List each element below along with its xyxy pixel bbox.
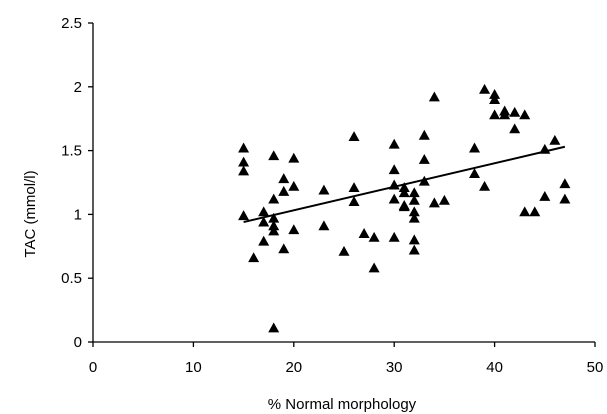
data-point-triangle [268, 193, 280, 204]
data-point-triangle [278, 173, 290, 184]
data-point-triangle [258, 216, 270, 227]
data-point-triangle [489, 109, 501, 120]
x-tick-label: 0 [89, 359, 97, 376]
data-point-triangle [509, 123, 521, 134]
x-tick-label: 30 [386, 359, 403, 376]
y-tick-label: 1 [74, 206, 82, 223]
data-point-triangle [238, 142, 250, 153]
data-point-triangle [418, 154, 430, 164]
data-point-triangle [418, 129, 430, 140]
data-point-triangle [479, 83, 491, 94]
data-point-triangle [559, 178, 571, 189]
data-point-triangle [288, 152, 300, 163]
data-point-triangle [519, 206, 531, 217]
data-point-triangle [288, 224, 300, 235]
data-point-triangle [348, 182, 360, 193]
y-tick-label: 2.5 [61, 15, 82, 32]
data-point-triangle [388, 138, 400, 149]
data-point-triangle [408, 194, 420, 205]
data-point-triangle [438, 194, 450, 205]
data-point-triangle [529, 206, 541, 217]
data-point-triangle [368, 262, 380, 273]
data-point-triangle [489, 94, 501, 104]
data-point-triangle [388, 164, 400, 175]
data-point-triangle [428, 91, 440, 102]
data-point-triangle [539, 191, 551, 201]
data-point-triangle [268, 322, 280, 333]
data-point-triangle [398, 182, 410, 193]
data-point-triangle [499, 105, 511, 116]
data-point-triangle [519, 109, 531, 120]
x-axis-title: % Normal morphology [268, 396, 417, 413]
data-point-triangle [408, 212, 420, 223]
data-point-triangle [408, 234, 420, 245]
data-point-triangle [418, 175, 430, 186]
data-point-triangle [539, 143, 551, 154]
y-tick-label: 2 [74, 79, 82, 96]
data-point-triangle [278, 243, 290, 254]
x-tick-label: 20 [285, 359, 302, 376]
data-point-triangle [278, 185, 290, 196]
data-point-triangle [408, 206, 420, 217]
y-axis-title: TAC (mmol/l) [22, 170, 39, 257]
data-point-triangle [388, 179, 400, 190]
y-tick-label: 1.5 [61, 143, 82, 160]
data-point-triangle [348, 131, 360, 141]
data-point-triangle [338, 245, 350, 256]
data-point-triangle [258, 235, 270, 246]
data-point-triangle [388, 193, 400, 204]
data-point-triangle [489, 88, 501, 99]
data-point-triangle [318, 184, 330, 195]
x-tick-label: 10 [185, 359, 202, 376]
data-point-triangle [509, 106, 521, 117]
data-point-triangle [398, 201, 410, 212]
data-point-triangle [248, 252, 260, 263]
data-point-triangle [268, 225, 280, 236]
data-point-triangle [398, 187, 410, 198]
data-point-triangle [238, 165, 250, 176]
data-point-triangle [368, 231, 380, 242]
data-point-triangle [388, 231, 400, 242]
data-point-triangle [268, 220, 280, 231]
data-point-triangle [268, 212, 280, 223]
y-tick-label: 0 [74, 334, 82, 351]
data-point-triangle [358, 228, 370, 238]
data-point-triangle [238, 156, 250, 167]
data-point-triangle [559, 193, 571, 204]
y-tick-label: 0.5 [61, 270, 82, 287]
data-point-triangle [549, 134, 561, 145]
data-point-triangle [268, 150, 280, 161]
x-tick-label: 50 [587, 359, 604, 376]
plot-area: 0 0.5 1 1.5 2 2.5 0 10 20 30 40 50 [61, 15, 603, 376]
data-point-triangle [238, 210, 250, 221]
data-point-triangle [318, 220, 330, 231]
data-point-triangle [469, 142, 481, 153]
data-point-triangle [408, 244, 420, 255]
x-tick-label: 40 [486, 359, 503, 376]
data-point-triangle [428, 197, 440, 208]
data-point-triangle [408, 187, 420, 198]
data-point-triangle [348, 196, 360, 207]
data-point-triangle [479, 180, 491, 191]
data-point-triangle [469, 168, 481, 178]
data-point-triangle [288, 180, 300, 191]
data-point-triangle [258, 206, 270, 217]
